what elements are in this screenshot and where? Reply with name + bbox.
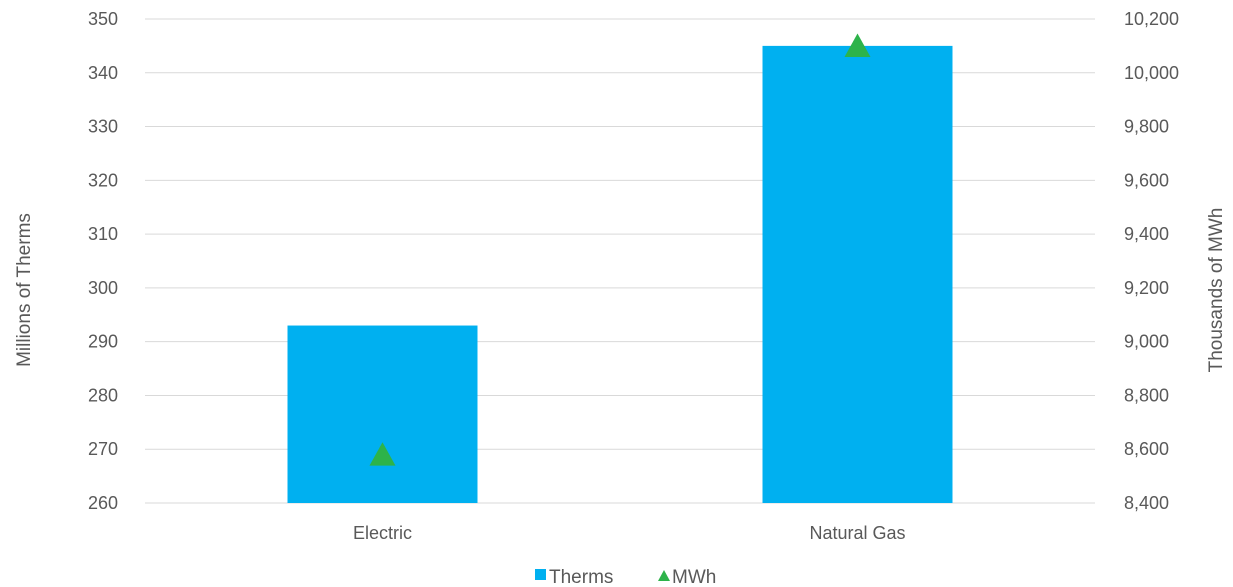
left-tick-label: 330 bbox=[88, 117, 118, 137]
legend-label-mwh: MWh bbox=[672, 567, 716, 587]
right-tick-label: 9,200 bbox=[1124, 278, 1169, 298]
legend-swatch-therms bbox=[535, 569, 546, 580]
right-tick-label: 9,000 bbox=[1124, 332, 1169, 352]
right-tick-label: 8,600 bbox=[1124, 439, 1169, 459]
category-label: Electric bbox=[353, 523, 412, 543]
right-tick-label: 9,400 bbox=[1124, 224, 1169, 244]
right-tick-label: 10,200 bbox=[1124, 9, 1179, 29]
left-tick-label: 260 bbox=[88, 493, 118, 513]
right-axis-title: Thousands of MWh bbox=[1206, 208, 1227, 373]
right-tick-label: 9,800 bbox=[1124, 117, 1169, 137]
legend-swatch-mwh bbox=[658, 570, 670, 581]
left-axis-title: Millions of Therms bbox=[14, 213, 35, 367]
category-label: Natural Gas bbox=[809, 523, 905, 543]
right-tick-label: 8,400 bbox=[1124, 493, 1169, 513]
bar-therms bbox=[287, 325, 478, 503]
left-axis-ticks: 260 270 280 290 300 310 320 330 340 350 bbox=[88, 9, 118, 513]
left-tick-label: 280 bbox=[88, 385, 118, 405]
bar-therms bbox=[762, 45, 953, 504]
marker-mwh bbox=[369, 442, 396, 466]
left-tick-label: 350 bbox=[88, 9, 118, 29]
legend-label-therms: Therms bbox=[549, 567, 613, 587]
left-tick-label: 320 bbox=[88, 170, 118, 190]
right-tick-label: 10,000 bbox=[1124, 63, 1179, 83]
left-tick-label: 310 bbox=[88, 224, 118, 244]
legend: Therms MWh bbox=[535, 567, 716, 587]
category-axis-labels: Electric Natural Gas bbox=[353, 523, 906, 543]
left-tick-label: 340 bbox=[88, 63, 118, 83]
left-tick-label: 270 bbox=[88, 439, 118, 459]
marker-mwh bbox=[844, 33, 871, 57]
left-tick-label: 290 bbox=[88, 332, 118, 352]
right-axis-ticks: 8,400 8,600 8,800 9,000 9,200 9,400 9,600 9,800… bbox=[1124, 9, 1179, 513]
left-tick-label: 300 bbox=[88, 278, 118, 298]
right-tick-label: 8,800 bbox=[1124, 385, 1169, 405]
right-tick-label: 9,600 bbox=[1124, 170, 1169, 190]
bar-series-therms bbox=[287, 45, 953, 504]
marker-series-mwh bbox=[369, 33, 871, 466]
